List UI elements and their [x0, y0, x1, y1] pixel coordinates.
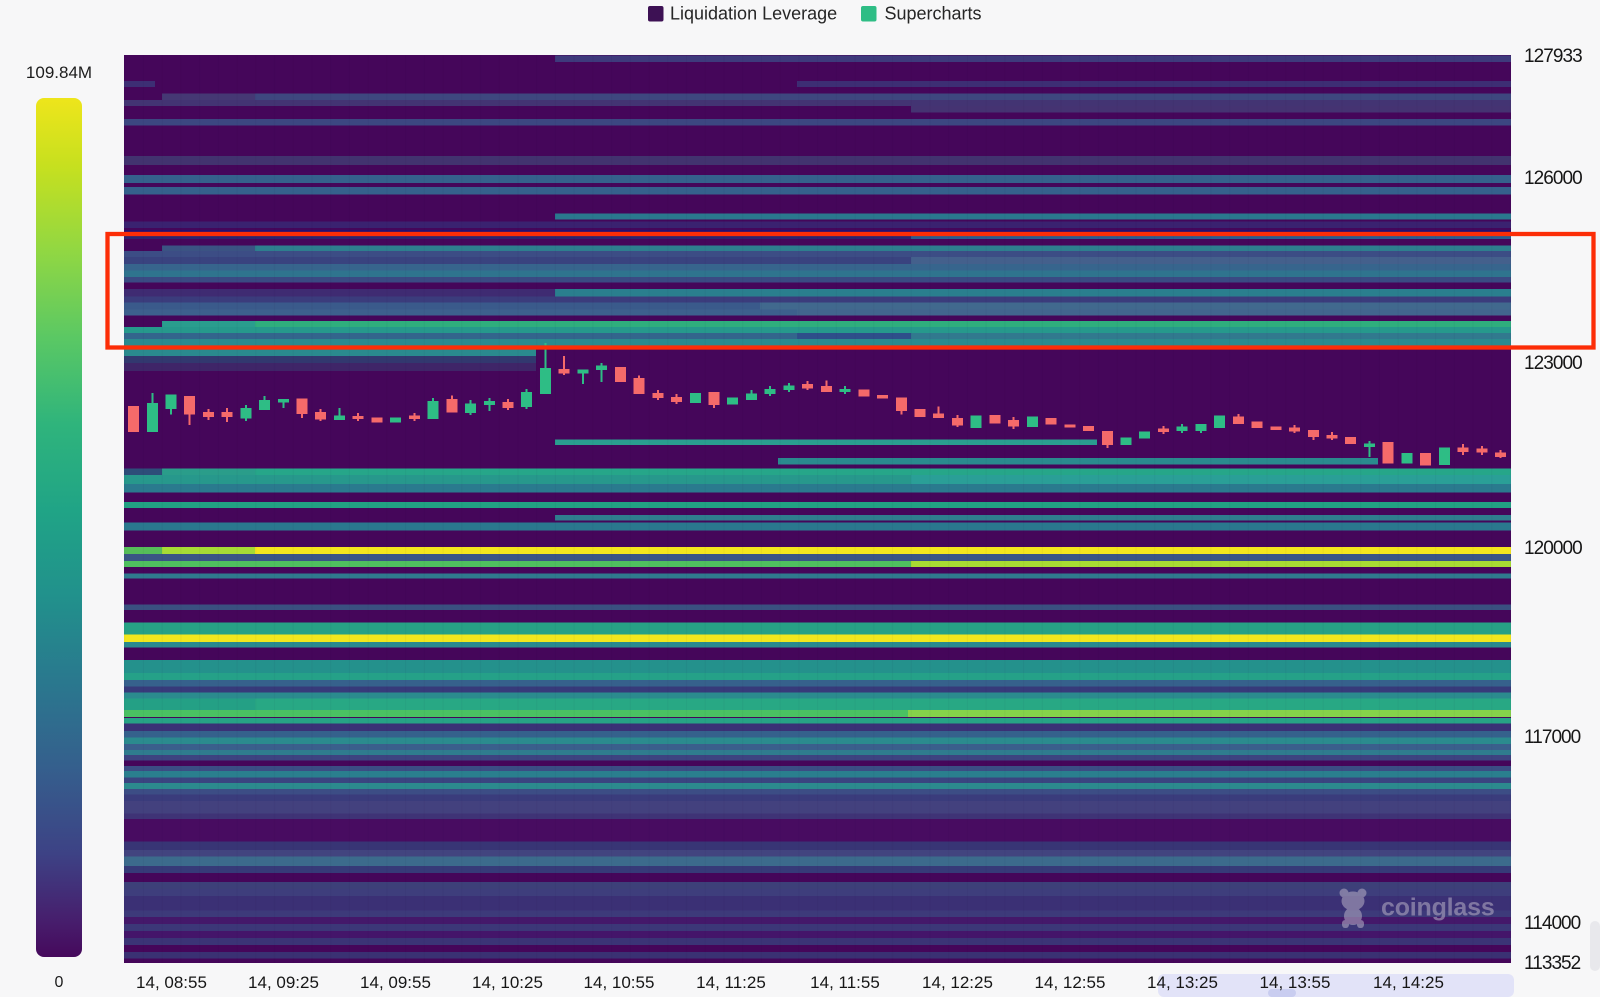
svg-text:14, 10:55: 14, 10:55: [584, 973, 655, 992]
svg-text:14, 11:25: 14, 11:25: [696, 973, 766, 992]
svg-text:14, 14:25: 14, 14:25: [1373, 973, 1444, 992]
svg-text:14, 08:55: 14, 08:55: [136, 973, 207, 992]
svg-text:14, 10:25: 14, 10:25: [472, 973, 543, 992]
svg-text:coinglass: coinglass: [1381, 894, 1495, 922]
svg-text:14, 12:25: 14, 12:25: [922, 973, 993, 992]
svg-text:14, 11:55: 14, 11:55: [810, 973, 880, 992]
svg-text:123000: 123000: [1524, 353, 1582, 374]
svg-text:126000: 126000: [1524, 168, 1582, 189]
svg-text:14, 13:25: 14, 13:25: [1147, 973, 1218, 992]
svg-text:0: 0: [55, 974, 64, 991]
svg-text:109.84M: 109.84M: [26, 63, 92, 82]
svg-text:14, 13:55: 14, 13:55: [1260, 973, 1331, 992]
svg-text:117000: 117000: [1524, 727, 1581, 748]
svg-text:14, 12:55: 14, 12:55: [1035, 973, 1106, 992]
svg-text:120000: 120000: [1524, 538, 1582, 559]
svg-text:Liquidation Leverage: Liquidation Leverage: [670, 4, 837, 24]
svg-text:127933: 127933: [1524, 46, 1582, 67]
svg-text:113352: 113352: [1524, 953, 1581, 974]
svg-text:114000: 114000: [1524, 913, 1581, 934]
svg-text:14, 09:25: 14, 09:25: [248, 973, 319, 992]
svg-text:Supercharts: Supercharts: [885, 4, 982, 24]
svg-text:14, 09:55: 14, 09:55: [360, 973, 431, 992]
